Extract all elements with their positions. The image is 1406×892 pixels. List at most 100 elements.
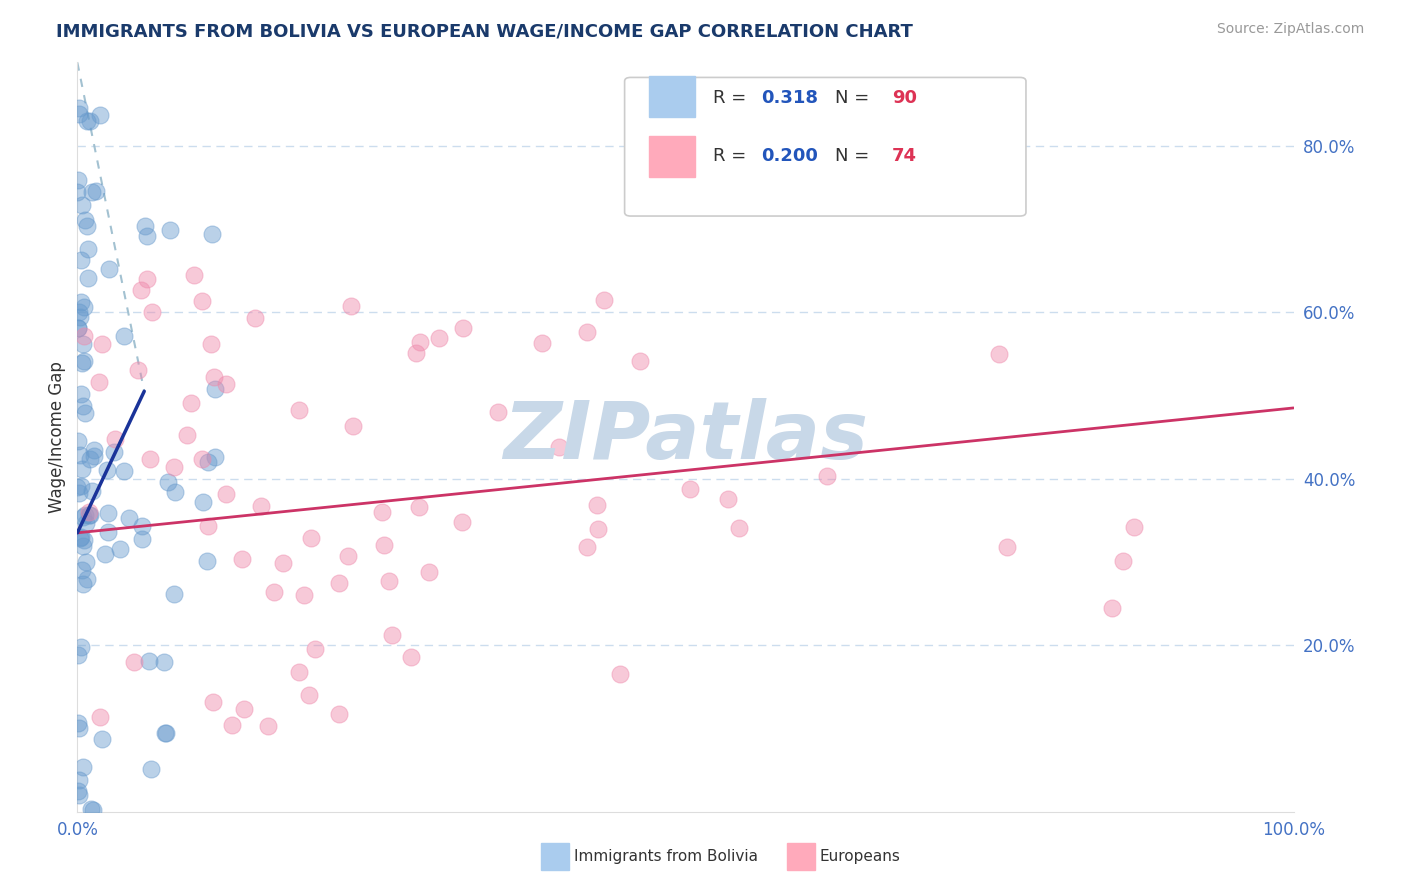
Point	[69, 252, 91, 267]
Point	[80, 185, 103, 199]
Point	[176, 428, 198, 442]
Point	[159, 222, 181, 236]
Point	[112, 464, 135, 478]
Point	[378, 574, 401, 589]
Point	[72, 399, 94, 413]
Point	[90, 336, 112, 351]
Point	[138, 654, 160, 668]
Point	[299, 531, 322, 545]
Point	[103, 444, 125, 458]
Point	[72, 576, 94, 591]
Point	[156, 475, 179, 489]
Text: R =: R =	[713, 147, 747, 165]
Point	[66, 173, 89, 187]
Text: R =: R =	[713, 88, 752, 107]
Point	[69, 448, 91, 462]
Point	[427, 331, 450, 345]
Point	[70, 198, 93, 212]
Point	[70, 479, 93, 493]
Point	[73, 533, 96, 547]
Text: Europeans: Europeans	[820, 849, 901, 863]
Point	[292, 588, 315, 602]
Point	[679, 482, 702, 496]
Point	[70, 530, 93, 544]
Point	[548, 440, 571, 454]
Point	[97, 506, 120, 520]
Point	[183, 268, 205, 282]
Point	[89, 107, 111, 121]
Point	[155, 725, 177, 739]
Point	[96, 463, 118, 477]
Text: ZIPatlas: ZIPatlas	[503, 398, 868, 476]
Point	[129, 283, 152, 297]
Point	[250, 499, 273, 513]
Text: IMMIGRANTS FROM BOLIVIA VS EUROPEAN WAGE/INCOME GAP CORRELATION CHART: IMMIGRANTS FROM BOLIVIA VS EUROPEAN WAGE…	[56, 22, 912, 40]
Point	[94, 547, 117, 561]
Y-axis label: Wage/Income Gap: Wage/Income Gap	[48, 361, 66, 513]
Point	[112, 328, 135, 343]
Point	[451, 320, 474, 334]
Point	[80, 483, 103, 498]
Point	[67, 320, 90, 334]
Point	[77, 508, 100, 522]
Text: 0.200: 0.200	[761, 147, 818, 165]
Point	[73, 406, 96, 420]
Point	[98, 261, 121, 276]
Point	[134, 219, 156, 234]
Point	[69, 532, 91, 546]
Point	[153, 656, 176, 670]
FancyBboxPatch shape	[650, 136, 695, 178]
Point	[371, 505, 394, 519]
Text: N =: N =	[835, 88, 869, 107]
Point	[79, 505, 101, 519]
Point	[609, 666, 631, 681]
Point	[90, 732, 112, 747]
Point	[585, 498, 607, 512]
Point	[288, 665, 311, 680]
Point	[83, 443, 105, 458]
Point	[77, 243, 100, 257]
Point	[728, 521, 751, 535]
Point	[628, 354, 651, 368]
Point	[75, 555, 97, 569]
Text: N =: N =	[835, 147, 869, 165]
Point	[197, 455, 219, 469]
Point	[1112, 554, 1135, 568]
Point	[67, 721, 90, 735]
Point	[87, 375, 110, 389]
Point	[271, 556, 294, 570]
Text: Source: ZipAtlas.com: Source: ZipAtlas.com	[1216, 22, 1364, 37]
Point	[155, 726, 177, 740]
Point	[69, 387, 91, 401]
Point	[204, 450, 226, 464]
Point	[72, 300, 94, 314]
Point	[180, 395, 202, 409]
Point	[72, 563, 94, 577]
Point	[89, 709, 111, 723]
Point	[76, 572, 98, 586]
Point	[67, 305, 90, 319]
Point	[77, 270, 100, 285]
Point	[988, 347, 1011, 361]
Point	[72, 461, 94, 475]
Point	[191, 293, 214, 308]
Point	[163, 586, 186, 600]
Point	[66, 434, 89, 448]
Point	[76, 219, 98, 233]
Point	[66, 783, 89, 797]
Text: 74: 74	[893, 147, 917, 165]
Point	[263, 585, 285, 599]
Point	[586, 522, 609, 536]
Point	[399, 650, 422, 665]
Point	[66, 648, 89, 663]
Point	[72, 539, 94, 553]
Point	[381, 628, 404, 642]
Point	[328, 706, 350, 721]
Point	[342, 419, 364, 434]
Point	[80, 802, 103, 816]
Point	[72, 510, 94, 524]
Point	[79, 451, 101, 466]
Point	[405, 345, 427, 359]
Point	[815, 469, 838, 483]
Point	[67, 101, 90, 115]
